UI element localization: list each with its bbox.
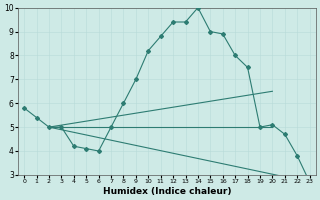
- X-axis label: Humidex (Indice chaleur): Humidex (Indice chaleur): [103, 187, 231, 196]
